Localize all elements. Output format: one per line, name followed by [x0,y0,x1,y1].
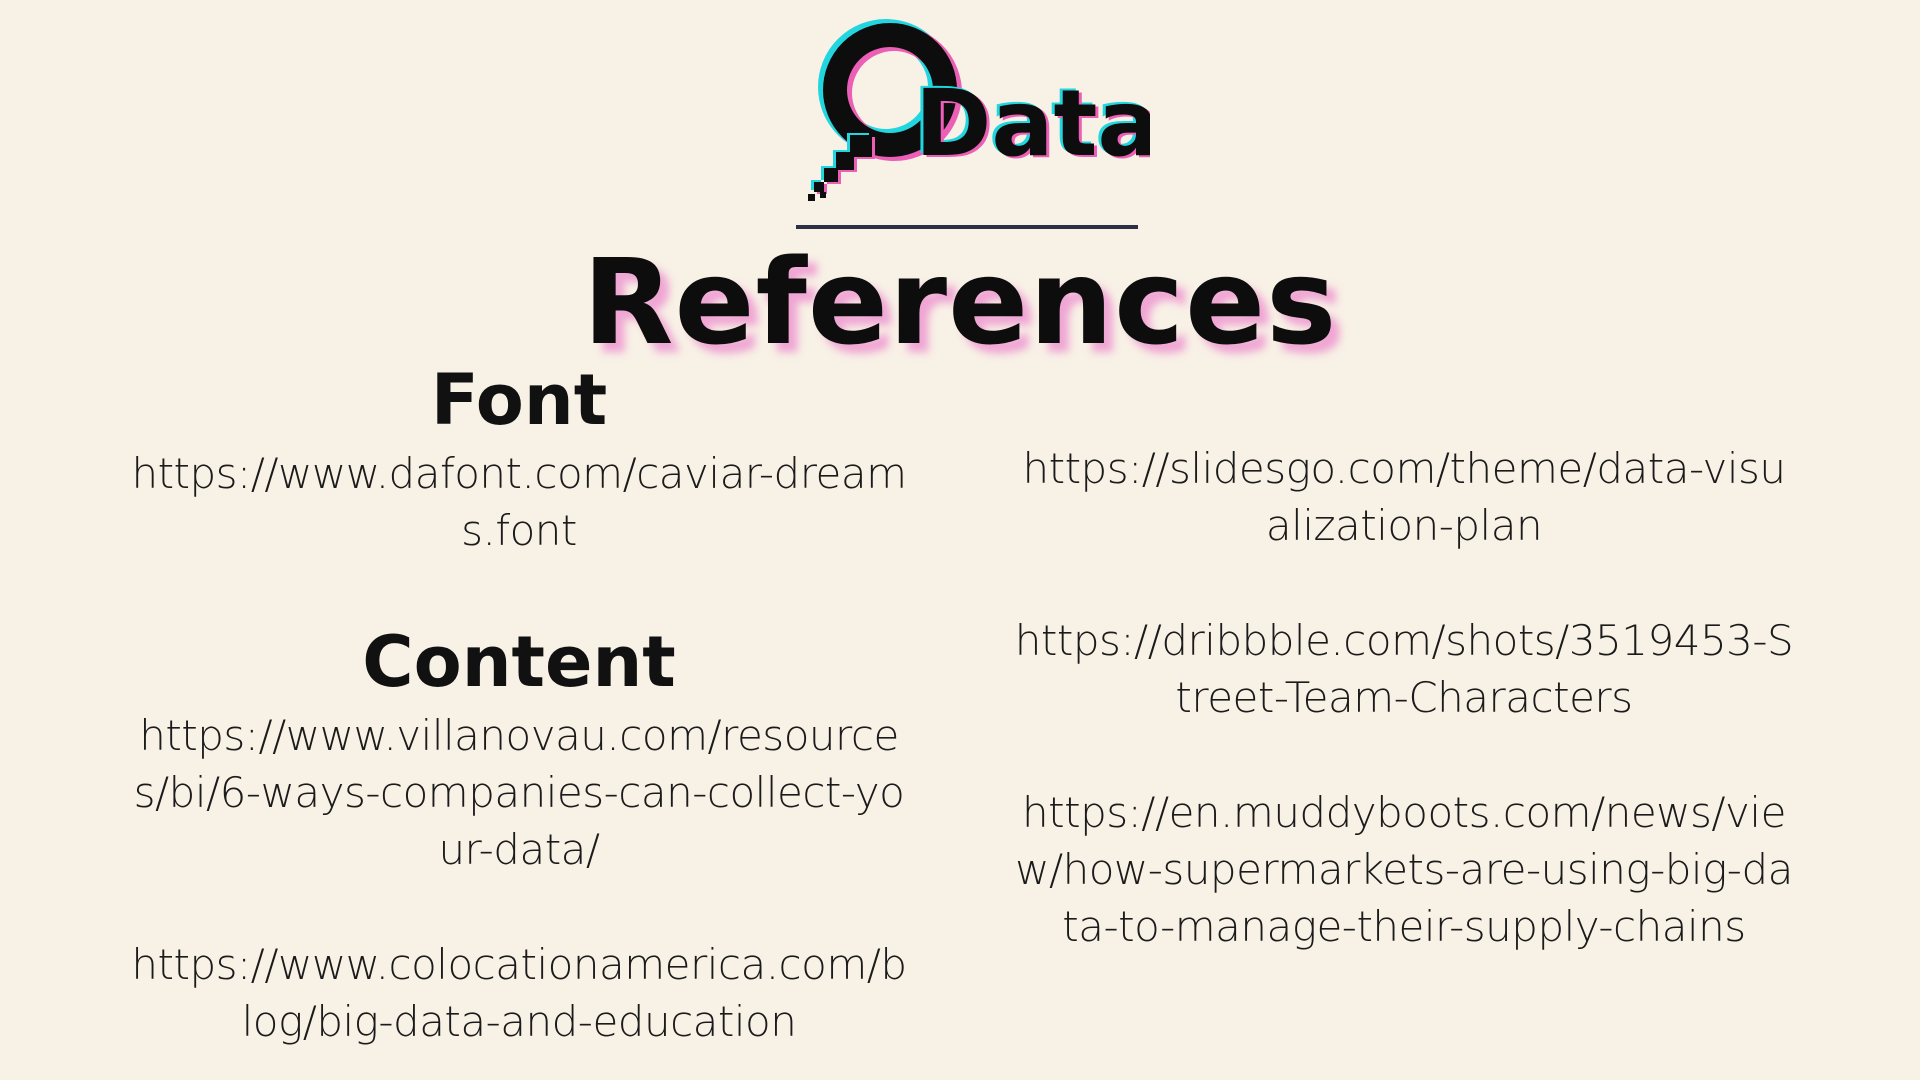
brand-logo: Data Data Data [790,10,1150,220]
right-column: https://slidesgo.com/theme/data-visualiz… [1012,440,1796,955]
reference-link[interactable]: https://slidesgo.com/theme/data-visualiz… [1022,444,1787,550]
content-link[interactable]: https://www.villanovau.com/resources/bi/… [133,711,905,874]
svg-text:Data: Data [912,68,1150,175]
reference-link[interactable]: https://dribbble.com/shots/3519453-Stree… [1014,616,1794,722]
logo-text: Data [915,70,1150,177]
font-link[interactable]: https://www.dafont.com/caviar-dreams.fon… [131,449,907,555]
page-title: References [582,233,1338,371]
font-heading: Font [430,359,608,441]
reference-link[interactable]: https://en.muddyboots.com/news/view/how-… [1015,788,1793,951]
svg-text:Data: Data [918,72,1150,179]
title-divider [796,225,1138,229]
left-column: Font https://www.dafont.com/caviar-dream… [128,355,910,1050]
content-heading: Content [362,621,676,703]
content-link[interactable]: https://www.colocationamerica.com/blog/b… [131,940,907,1046]
magnifier-icon: Data Data Data [808,19,1150,201]
